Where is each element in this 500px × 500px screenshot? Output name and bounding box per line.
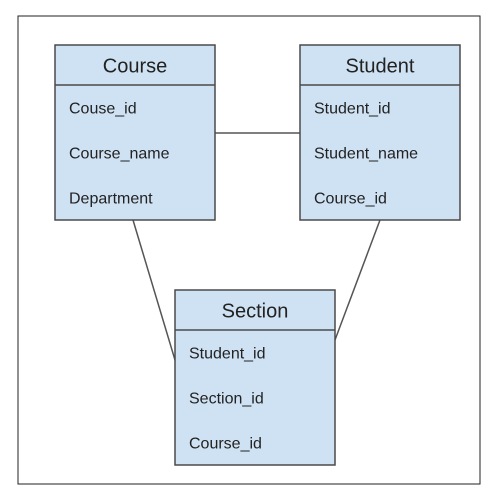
entity-attr: Student_id <box>189 346 266 363</box>
entity-student: Student Student_id Student_name Course_id <box>300 45 460 220</box>
entity-attr: Course_id <box>314 191 387 208</box>
entity-course: Course Couse_id Course_name Department <box>55 45 215 220</box>
entity-attr: Student_id <box>314 101 391 118</box>
entity-attr: Student_name <box>314 146 418 163</box>
entity-attr: Course_id <box>189 436 262 453</box>
edge-student-section <box>335 220 380 340</box>
entity-title: Course <box>103 55 167 77</box>
entity-attr: Section_id <box>189 391 264 408</box>
entity-title: Section <box>222 300 289 322</box>
entity-section: Section Student_id Section_id Course_id <box>175 290 335 465</box>
entity-attr: Course_name <box>69 146 170 163</box>
entity-title: Student <box>346 55 415 77</box>
er-diagram: Course Couse_id Course_name Department Stude… <box>0 0 500 500</box>
entity-attr: Department <box>69 191 153 208</box>
entity-attr: Couse_id <box>69 101 137 118</box>
